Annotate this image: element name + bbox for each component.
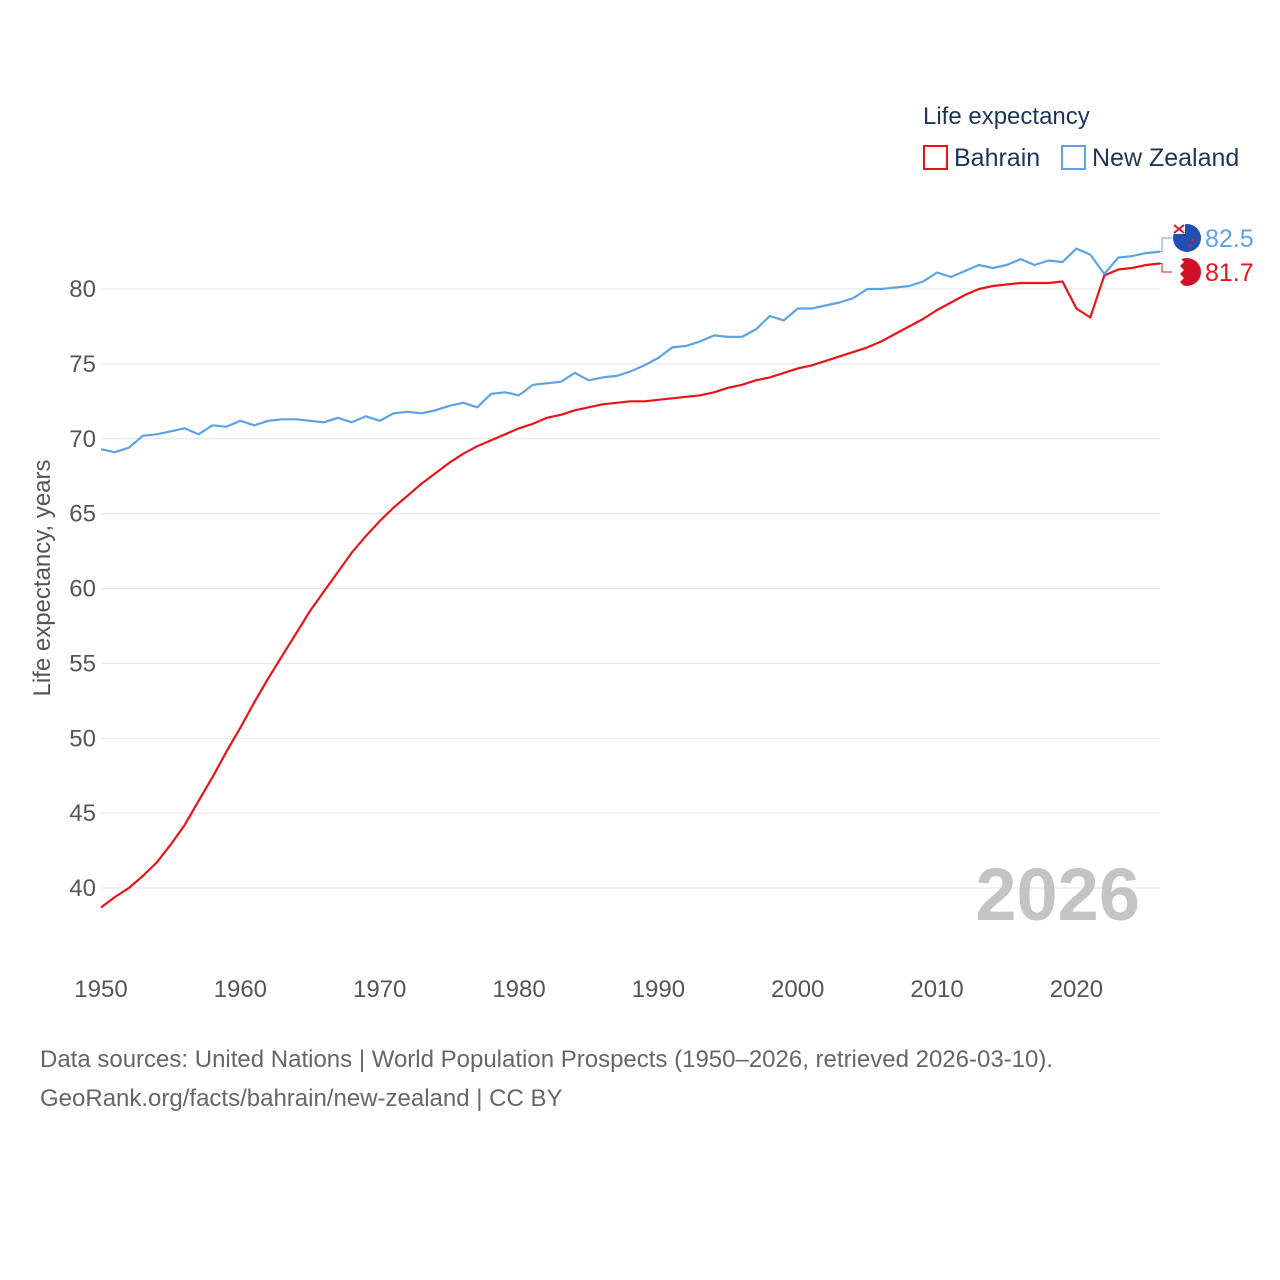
y-tick-label: 60 (69, 576, 96, 603)
x-tick-label: 1990 (632, 976, 685, 1003)
legend-swatch-new-zealand[interactable] (1061, 145, 1086, 170)
y-tick-label: 45 (69, 800, 96, 827)
bahrain-flag-icon (1173, 258, 1201, 286)
x-tick-label: 2010 (910, 976, 963, 1003)
source-line-2[interactable]: GeoRank.org/facts/bahrain/new-zealand | … (40, 1085, 563, 1112)
end-connector-new-zealand (1160, 237, 1172, 253)
series-line-bahrain[interactable] (100, 262, 1161, 909)
source-line-1: Data sources: United Nations | World Pop… (40, 1046, 1054, 1073)
legend-title: Life expectancy (923, 103, 1090, 130)
grid-lines (101, 288, 1160, 889)
year-watermark: 2026 (975, 853, 1140, 936)
x-tick-label: 1970 (353, 976, 406, 1003)
new-zealand-flag-icon (1173, 224, 1201, 252)
x-axis-ticks: 1950 1960 1970 1980 1990 2000 2010 2020 (74, 976, 1103, 1003)
end-value-label-bahrain: 81.7 (1205, 259, 1254, 287)
y-tick-label: 50 (69, 725, 96, 752)
source-note: Data sources: United Nations | World Pop… (40, 1040, 1240, 1118)
y-tick-label: 75 (69, 351, 96, 378)
x-tick-label: 2020 (1050, 976, 1103, 1003)
y-tick-label: 70 (69, 426, 96, 453)
end-markers: 81.7 82.5 (1160, 224, 1254, 287)
legend-label-new-zealand[interactable]: New Zealand (1092, 144, 1239, 172)
x-tick-label: 2000 (771, 976, 824, 1003)
end-connector-bahrain (1160, 263, 1172, 273)
y-axis-ticks: 40 45 50 55 60 65 70 75 80 (69, 276, 96, 902)
legend-swatch-bahrain[interactable] (923, 145, 948, 170)
x-tick-label: 1980 (492, 976, 545, 1003)
series-line-new-zealand[interactable] (100, 247, 1161, 454)
y-tick-label: 80 (69, 276, 96, 303)
x-tick-label: 1950 (74, 976, 127, 1003)
y-tick-label: 40 (69, 875, 96, 902)
legend-label-bahrain[interactable]: Bahrain (954, 144, 1040, 172)
x-tick-label: 1960 (214, 976, 267, 1003)
y-tick-label: 65 (69, 501, 96, 528)
end-value-label-new-zealand: 82.5 (1205, 225, 1254, 253)
series-lines (100, 247, 1161, 909)
y-axis-title: Life expectancy, years (29, 459, 56, 696)
y-tick-label: 55 (69, 650, 96, 677)
legend: Life expectancy Bahrain New Zealand (923, 103, 1239, 172)
